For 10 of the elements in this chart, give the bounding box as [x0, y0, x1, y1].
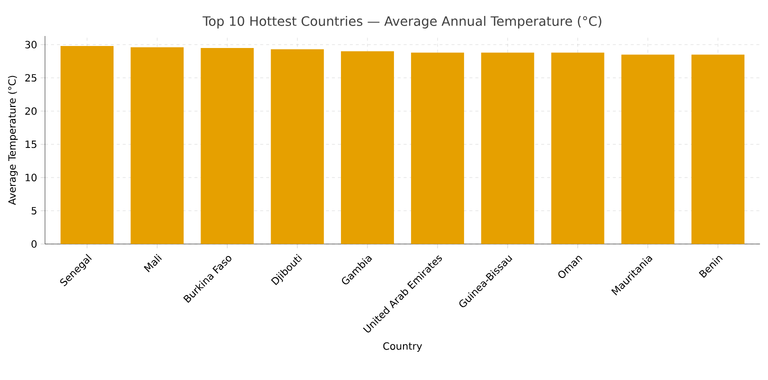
y-tick-label: 25 [25, 74, 36, 82]
chart-title: Top 10 Hottest Countries — Average Annual Temperature (°C) [202, 16, 602, 28]
y-tick-label: 10 [26, 174, 37, 182]
y-tick-label: 20 [25, 107, 37, 115]
y-tick-label: 5 [32, 207, 36, 214]
y-tick-label: 15 [26, 140, 36, 148]
y-tick-label: 30 [25, 40, 37, 48]
y-axis-title: Average Temperature (°C) [8, 76, 18, 205]
x-axis-title: Country [383, 342, 422, 352]
y-tick-label: 0 [32, 240, 37, 248]
